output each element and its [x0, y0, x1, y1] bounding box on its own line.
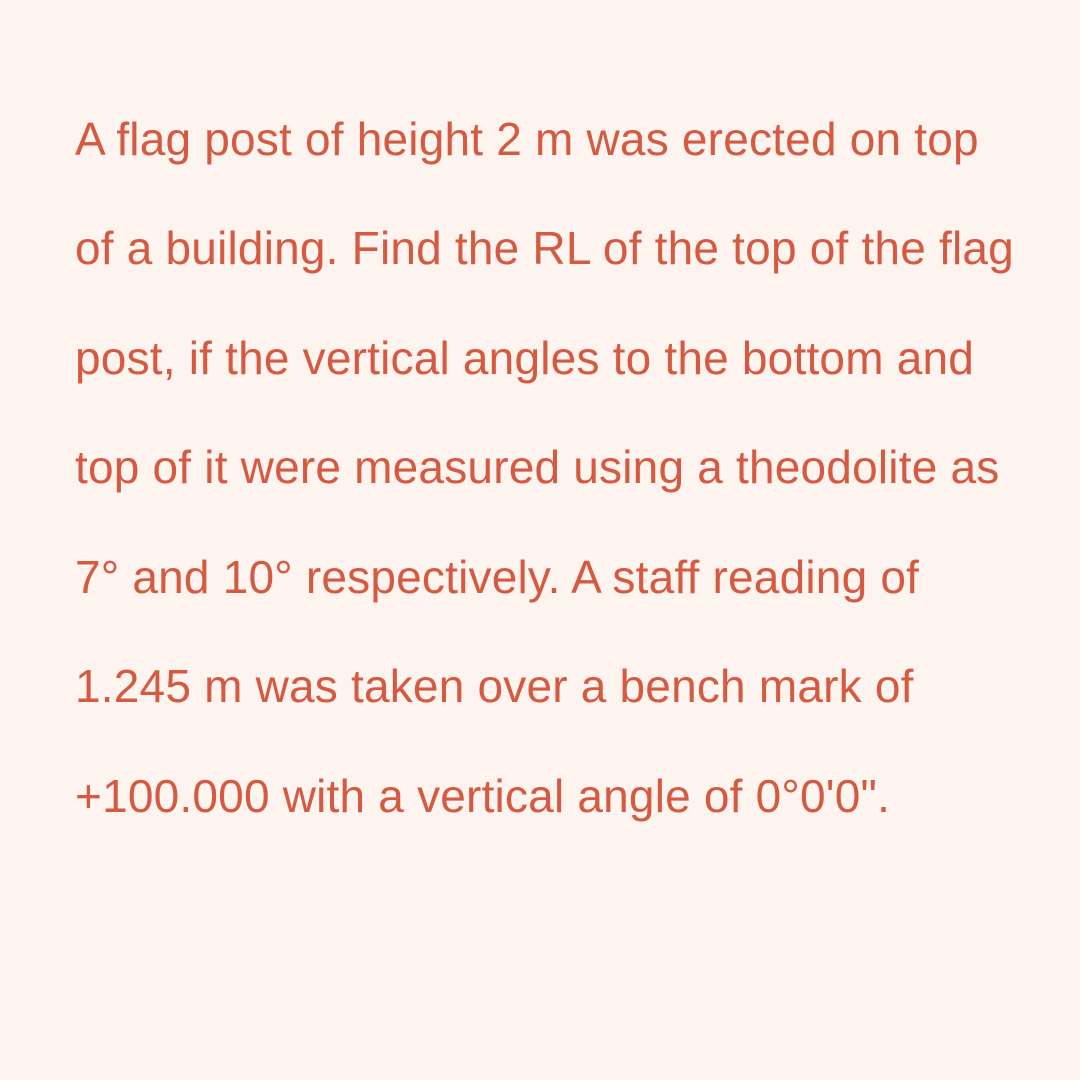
problem-statement: A flag post of height 2 m was erected on…: [75, 85, 1015, 851]
